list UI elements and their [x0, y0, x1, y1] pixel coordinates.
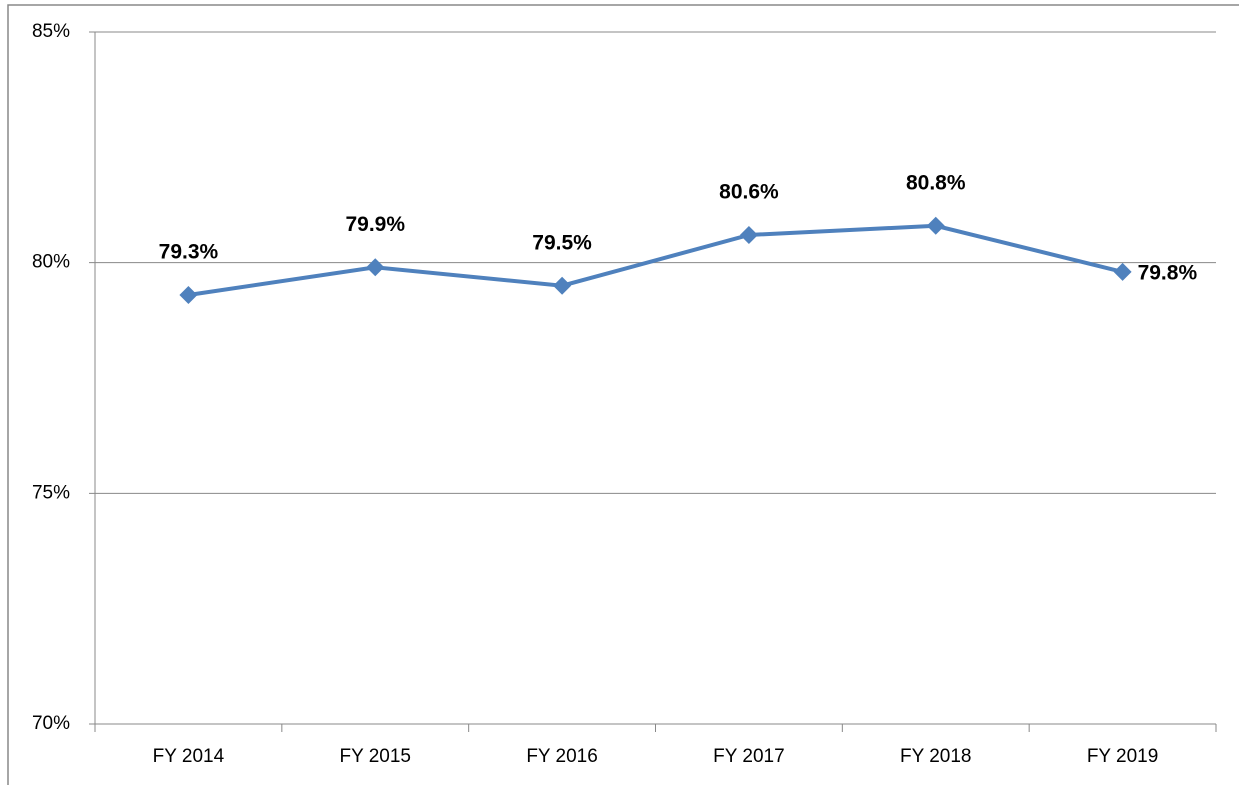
value-label: 79.9% [345, 213, 405, 236]
marker [553, 276, 572, 295]
x-tick-label: FY 2014 [153, 746, 225, 767]
marker [926, 216, 945, 235]
y-tick-label: 85% [32, 21, 70, 42]
value-label: 79.3% [159, 241, 219, 264]
marker [1113, 262, 1132, 281]
x-tick-label: FY 2015 [340, 746, 411, 767]
value-label: 80.6% [719, 181, 779, 204]
marker [366, 258, 385, 277]
value-label: 79.8% [1138, 261, 1198, 284]
y-tick-label: 70% [32, 713, 70, 734]
x-tick-label: FY 2017 [713, 746, 784, 767]
y-tick-label: 75% [32, 482, 70, 503]
data-line [188, 223, 1124, 297]
value-label: 80.8% [906, 171, 966, 194]
chart-frame [7, 4, 1239, 785]
y-tick-label: 80% [32, 252, 70, 273]
x-tick-label: FY 2018 [900, 746, 971, 767]
x-tick-label: FY 2019 [1087, 746, 1158, 767]
value-label: 79.5% [532, 231, 592, 254]
x-tick-label: FY 2016 [526, 746, 597, 767]
marker [179, 285, 198, 304]
marker [739, 225, 758, 244]
